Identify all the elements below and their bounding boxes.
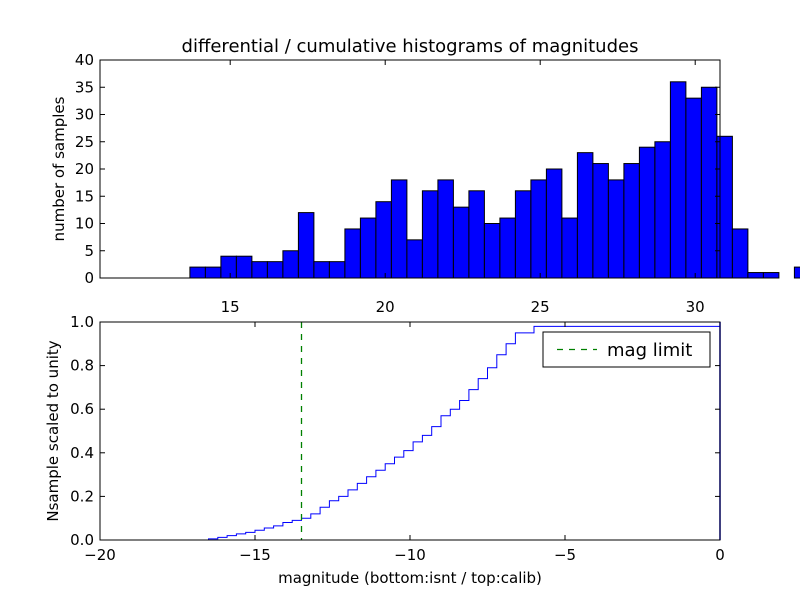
histogram-bar — [344, 228, 361, 279]
histogram-bar — [638, 146, 656, 279]
histogram-bar — [576, 152, 594, 279]
histogram-bar — [390, 179, 408, 279]
chart-title: differential / cumulative histograms of … — [182, 36, 639, 57]
y-tick-label: 0.6 — [70, 400, 94, 418]
y-tick-label: 0.4 — [70, 444, 94, 462]
y-tick-label: 0 — [84, 269, 94, 287]
histogram-bar — [282, 250, 299, 279]
histogram-bar — [685, 97, 702, 279]
y-tick-label: 15 — [75, 187, 94, 205]
x-tick-label: −5 — [554, 546, 576, 564]
histogram-bar — [483, 223, 501, 279]
histogram-bar — [731, 228, 749, 279]
histogram-bar — [654, 141, 671, 279]
histogram-bar — [251, 261, 268, 279]
cumulative-step-line — [100, 322, 721, 541]
histogram-bar — [204, 266, 222, 279]
histogram-y-label: number of samples — [50, 96, 68, 241]
histogram-bar — [747, 272, 764, 279]
histogram-bar — [592, 163, 609, 279]
y-tick-label: 5 — [84, 242, 94, 260]
histogram-bar — [313, 261, 330, 279]
x-tick-label: −15 — [239, 546, 271, 564]
x-tick-label: 20 — [376, 298, 395, 316]
x-tick-label: 15 — [221, 298, 240, 316]
histogram-bar — [607, 179, 625, 279]
histogram-bar — [499, 217, 516, 279]
y-tick-label: 40 — [75, 51, 94, 69]
y-tick-label: 0.0 — [70, 531, 94, 549]
y-tick-label: 10 — [75, 215, 94, 233]
y-tick-label: 0.8 — [70, 357, 94, 375]
histogram-bar — [406, 239, 423, 279]
legend-label: mag limit — [607, 340, 692, 361]
y-tick-label: 0.2 — [70, 487, 94, 505]
histogram-bar — [375, 201, 392, 279]
cumulative-x-ticks: −20 −15 −10 −5 0 — [84, 322, 725, 564]
histogram-bar — [762, 272, 780, 279]
histogram-bar — [421, 190, 439, 279]
y-tick-label: 35 — [75, 78, 94, 96]
y-tick-label: 25 — [75, 133, 94, 151]
histogram-bar — [545, 168, 563, 279]
cumulative-panel: 0.0 0.2 0.4 0.6 0.8 1.0 −20 −15 −10 −5 0 magnitud… — [44, 313, 725, 587]
histogram-bar — [468, 190, 485, 279]
histogram-bar — [189, 266, 206, 279]
histogram-x-ticks: 15 20 25 30 — [221, 60, 705, 316]
histogram-y-ticks: 0 5 10 15 20 25 30 35 40 — [75, 51, 720, 287]
histogram-bar — [623, 163, 640, 279]
histogram-bar — [793, 266, 800, 279]
histogram-bar — [359, 217, 377, 279]
y-tick-label: 20 — [75, 160, 94, 178]
histogram-bar — [700, 86, 718, 279]
cumulative-y-label: Nsample scaled to unity — [44, 340, 62, 521]
histogram-bar — [235, 255, 253, 279]
histogram-bar — [328, 261, 346, 279]
x-tick-label: 30 — [686, 298, 705, 316]
cumulative-x-label: magnitude (bottom:isnt / top:calib) — [278, 569, 542, 587]
histogram-bar — [220, 255, 237, 279]
histogram-bar — [452, 206, 470, 279]
histogram-bar — [514, 190, 532, 279]
histogram-bars — [189, 81, 800, 279]
histogram-panel: differential / cumulative histograms of … — [50, 36, 800, 316]
y-tick-label: 30 — [75, 106, 94, 124]
x-tick-label: −20 — [84, 546, 116, 564]
histogram-bar — [437, 179, 454, 279]
y-tick-label: 1.0 — [70, 313, 94, 331]
x-tick-label: −10 — [394, 546, 426, 564]
cumulative-y-ticks: 0.0 0.2 0.4 0.6 0.8 1.0 — [70, 313, 720, 549]
histogram-bar — [297, 212, 315, 279]
histogram-bar — [561, 217, 578, 279]
x-tick-label: 0 — [715, 546, 725, 564]
histogram-bar — [669, 81, 687, 279]
histogram-bar — [266, 261, 284, 279]
histogram-bar — [716, 135, 733, 279]
legend: mag limit — [542, 331, 711, 368]
histogram-bar — [530, 179, 547, 279]
x-tick-label: 25 — [531, 298, 550, 316]
